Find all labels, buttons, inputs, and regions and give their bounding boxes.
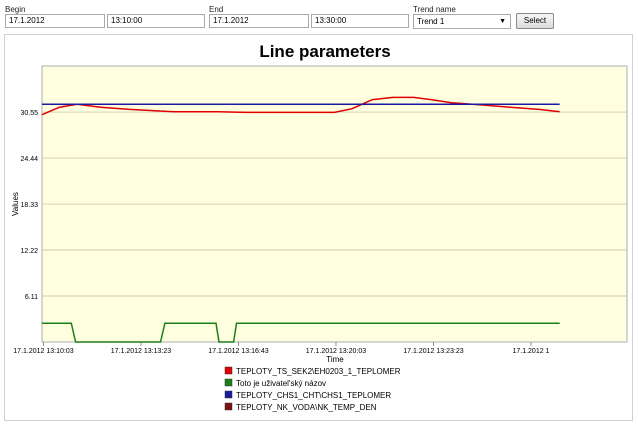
begin-label: Begin	[5, 5, 26, 14]
chart-panel: Line parameters 6.11 12.22 18.33 24.44 30.55…	[4, 34, 633, 421]
legend-swatch	[224, 402, 233, 411]
filter-toolbar: Begin 17.1.2012 13:10:00 End 17.1.2012 1…	[0, 0, 638, 32]
end-time-input[interactable]: 13:30:00	[311, 14, 409, 28]
x-axis-ticks: 17.1.2012 13:10:03 17.1.2012 13:13:23 17.1…	[13, 342, 550, 355]
end-label: End	[209, 5, 224, 14]
trend-name-select[interactable]: Trend 1 ▼	[413, 14, 511, 29]
x-tick-label: 17.1.2012 13:13:23	[111, 348, 171, 355]
y-tick-label: 6.11	[25, 294, 38, 301]
chart-legend: TEPLOTY_TS_SEK2\EH0203_1_TEPLOMER Toto je…	[224, 366, 401, 412]
x-tick-label: 17.1.2012 1	[512, 348, 549, 355]
y-tick-label: 12.22	[20, 248, 38, 255]
legend-item-label: TEPLOTY_NK_VODA\NK_TEMP_DEN	[236, 403, 377, 412]
y-tick-label: 18.33	[20, 202, 38, 209]
legend-swatch	[224, 390, 233, 399]
legend-item-label: TEPLOTY_TS_SEK2\EH0203_1_TEPLOMER	[236, 367, 401, 376]
begin-time-input[interactable]: 13:10:00	[107, 14, 205, 28]
y-tick-label: 30.55	[20, 110, 38, 117]
dropdown-arrow-icon: ▼	[499, 18, 506, 25]
series-lines	[41, 96, 560, 343]
y-axis-ticks: 6.11 12.22 18.33 24.44 30.55	[20, 110, 38, 301]
x-tick-label: 17.1.2012 13:10:03	[13, 348, 73, 355]
legend-swatch	[224, 378, 233, 387]
select-button[interactable]: Select	[516, 13, 554, 29]
series-line	[42, 322, 560, 343]
x-tick-label: 17.1.2012 13:20:03	[306, 348, 366, 355]
trend-name-label: Trend name	[413, 5, 456, 14]
line-chart: Line parameters 6.11 12.22 18.33 24.44 30.55…	[11, 42, 628, 412]
begin-date-input[interactable]: 17.1.2012	[5, 14, 105, 28]
legend-item-label: Toto je uživatel'ský názov	[236, 379, 326, 388]
chart-title: Line parameters	[259, 42, 390, 61]
y-tick-label: 24.44	[20, 156, 38, 163]
legend-swatch	[224, 366, 233, 375]
x-tick-label: 17.1.2012 13:23:23	[403, 348, 463, 355]
end-date-input[interactable]: 17.1.2012	[209, 14, 309, 28]
y-axis-label: Values	[11, 192, 20, 216]
legend-item-label: TEPLOTY_CHS1_CHT\CHS1_TEPLOMER	[236, 391, 391, 400]
trend-name-value: Trend 1	[417, 17, 445, 26]
x-axis-label: Time	[326, 355, 344, 364]
x-tick-label: 17.1.2012 13:16:43	[208, 348, 268, 355]
